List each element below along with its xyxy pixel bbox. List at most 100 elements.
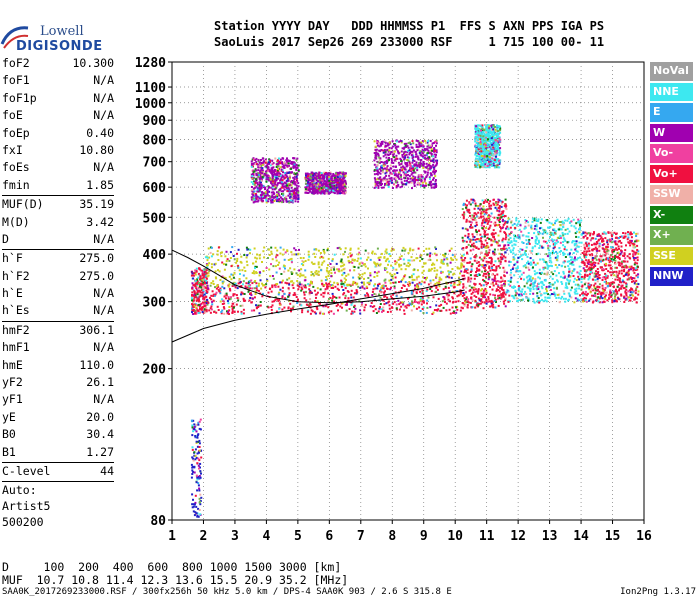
echo-dot (333, 186, 336, 189)
echo-dot (476, 238, 479, 241)
echo-dot (193, 471, 196, 474)
echo-dot (458, 283, 461, 286)
echo-dot (287, 295, 290, 298)
echo-dot (272, 265, 275, 268)
echo-dot (261, 174, 264, 177)
echo-dot (252, 190, 255, 193)
echo-dot (394, 146, 397, 149)
echo-dot (497, 285, 500, 288)
echo-dot (332, 189, 334, 192)
echo-dot (274, 175, 277, 178)
echo-dot (317, 273, 320, 276)
echo-dot (380, 252, 383, 255)
echo-dot (269, 164, 272, 167)
echo-dot (349, 269, 351, 272)
echo-dot (492, 250, 494, 253)
echo-dot (460, 263, 463, 266)
echo-dot (411, 172, 414, 174)
echo-dot (197, 309, 200, 312)
echo-dot (203, 293, 206, 296)
echo-dot (488, 265, 491, 268)
echo-dot (367, 295, 370, 298)
echo-dot (295, 192, 297, 195)
echo-dot (392, 248, 395, 251)
echo-dot (276, 199, 279, 202)
echo-dot (231, 311, 234, 314)
echo-dot (347, 260, 350, 263)
echo-dot (386, 166, 388, 169)
echo-dot (224, 277, 227, 280)
echo-dot (502, 266, 505, 269)
echo-dot (249, 252, 251, 255)
echo-dot (490, 258, 493, 261)
echo-dot (474, 217, 476, 220)
echo-dot (390, 161, 393, 164)
echo-dot (415, 153, 418, 156)
echo-dot (202, 281, 205, 284)
echo-dot (469, 274, 472, 277)
echo-dot (230, 305, 233, 308)
echo-dot (202, 290, 205, 293)
echo-dot (439, 266, 442, 269)
echo-dot (308, 293, 311, 296)
echo-dot (406, 162, 409, 164)
echo-dot (498, 154, 501, 157)
echo-dot (215, 311, 218, 314)
echo-dot (271, 167, 273, 170)
echo-dot (355, 292, 358, 295)
echo-dot (427, 156, 429, 159)
echo-dot (492, 306, 495, 309)
echo-dot (210, 255, 213, 258)
echo-dot (228, 287, 231, 290)
echo-dot (400, 162, 403, 165)
echo-dot (304, 286, 307, 289)
echo-dot (297, 288, 300, 291)
echo-dot (198, 501, 201, 504)
echo-dot (444, 276, 447, 279)
echo-dot (271, 300, 274, 303)
echo-dot (487, 299, 490, 302)
echo-dot (392, 183, 395, 186)
echo-dot (384, 281, 387, 284)
echo-dot (374, 186, 377, 189)
echo-dot (193, 290, 196, 293)
echo-dot (421, 298, 424, 301)
echo-dot (202, 289, 205, 292)
echo-dot (212, 283, 215, 285)
echo-dot (417, 179, 420, 182)
echo-dot (387, 154, 390, 157)
echo-dot (312, 174, 315, 177)
echo-dot (313, 187, 316, 190)
echo-dot (202, 274, 205, 277)
echo-dot (285, 174, 288, 177)
echo-dot (494, 139, 497, 142)
echo-dot (421, 289, 424, 292)
echo-dot (378, 159, 381, 162)
echo-dot (462, 286, 465, 289)
echo-dot (497, 239, 500, 242)
echo-dot (255, 282, 258, 285)
echo-dot (430, 267, 433, 270)
echo-dot (421, 140, 424, 143)
echo-dot (502, 218, 504, 221)
echo-dot (426, 276, 428, 279)
echo-dot (376, 262, 379, 265)
echo-dot (313, 262, 316, 265)
echo-dot (268, 190, 271, 193)
echo-dot (376, 247, 379, 250)
echo-dot (330, 310, 333, 313)
echo-dot (275, 283, 278, 286)
echo-dot (263, 192, 265, 195)
echo-dot (496, 203, 499, 206)
echo-dot (312, 192, 315, 195)
echo-dot (475, 224, 478, 226)
echo-dot (462, 283, 465, 286)
echo-dot (474, 225, 477, 228)
echo-dot (505, 227, 507, 230)
echo-dot (334, 285, 337, 288)
echo-dot (444, 252, 447, 255)
echo-dot (425, 247, 428, 250)
echo-dot (496, 280, 499, 282)
echo-dot (388, 168, 390, 171)
echo-dot (359, 257, 362, 260)
